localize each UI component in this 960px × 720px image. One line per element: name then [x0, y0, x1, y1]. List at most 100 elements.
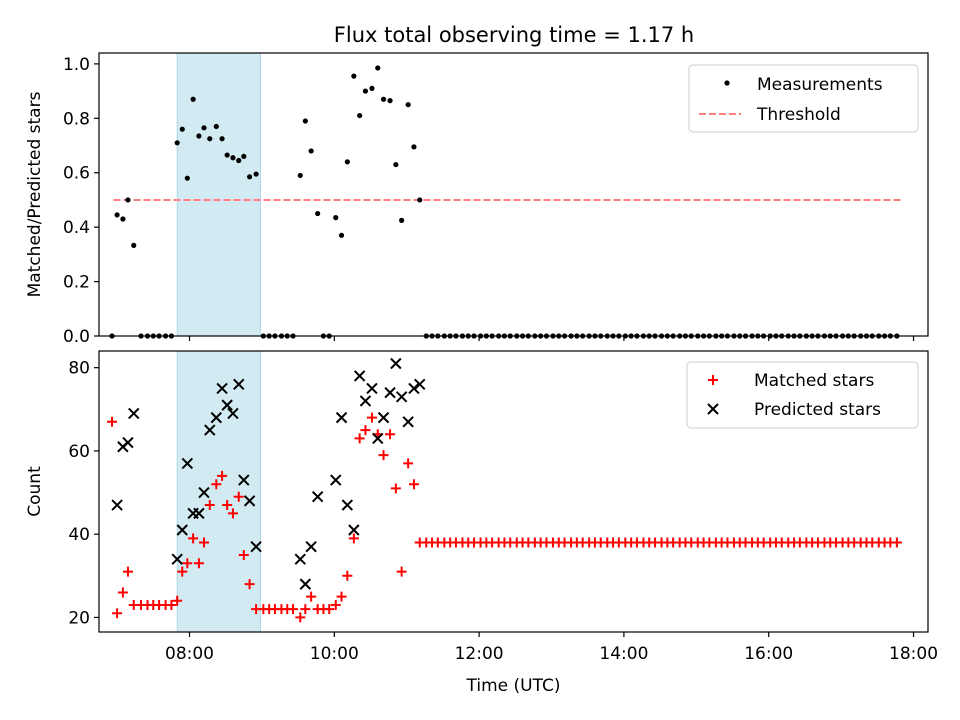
y-tick-label: 0.0	[63, 327, 90, 347]
measurement-point	[213, 123, 219, 130]
measurement-point	[125, 197, 131, 203]
predicted-star-point	[377, 411, 390, 424]
predicted-star-point	[294, 553, 306, 565]
legend-matched-marker	[708, 375, 718, 385]
measurement-point	[241, 153, 247, 160]
predicted-star-point	[359, 395, 372, 407]
predicted-star-point	[348, 524, 360, 536]
y-tick-label: 0.4	[63, 218, 90, 238]
matched-star-point	[182, 558, 193, 569]
y-tick-label: 0.8	[63, 109, 90, 129]
x-tick-label: 10:00	[310, 644, 359, 664]
x-axis-label: Time (UTC)	[466, 676, 561, 696]
matched-star-point	[244, 579, 255, 590]
x-tick-label: 14:00	[599, 644, 648, 664]
y-tick-label: 1.0	[63, 55, 90, 75]
predicted-star-point	[210, 411, 222, 424]
predicted-star-point	[216, 382, 228, 395]
matched-star-point	[233, 491, 244, 502]
measurement-point	[174, 140, 180, 146]
measurement-point	[230, 155, 236, 161]
y-tick-label: 0.2	[63, 273, 90, 293]
axes-frame	[98, 350, 929, 633]
matched-star-point	[360, 425, 371, 436]
predicted-star-point	[238, 474, 250, 486]
measurement-point	[405, 102, 411, 108]
measurement-point	[411, 144, 417, 150]
measurement-point	[246, 174, 253, 180]
measurement-point	[369, 85, 375, 91]
axes-frame	[98, 52, 929, 337]
matched-star-point	[295, 612, 306, 623]
legend-predicted-marker	[707, 403, 719, 415]
measurement-point	[333, 215, 339, 221]
matched-star-point	[204, 500, 215, 511]
predicted-star-point	[414, 378, 426, 391]
legend: Matched stars Predicted stars	[686, 361, 919, 429]
y-tick-label: 80	[68, 359, 90, 379]
predicted-star-point	[122, 436, 134, 449]
matched-star-point	[342, 570, 353, 581]
predicted-star-point	[221, 399, 233, 411]
predicted-star-point	[193, 507, 205, 520]
matched-star-point	[227, 508, 238, 519]
legend-label: Threshold	[756, 105, 841, 125]
measurement-point	[302, 118, 308, 124]
matched-star-point	[891, 537, 902, 548]
measurement-point	[179, 126, 185, 132]
matched-star-point	[354, 433, 365, 444]
legend-box	[686, 361, 919, 429]
matched-star-point	[177, 566, 188, 577]
x-tick-label: 08:00	[165, 644, 214, 664]
legend: Measurements Threshold	[688, 64, 919, 133]
matched-star-point	[112, 608, 123, 619]
measurement-point	[308, 148, 314, 154]
predicted-star-point	[181, 457, 194, 470]
matched-star-point	[288, 604, 299, 615]
predicted-star-point	[384, 386, 396, 399]
matched-star-point	[238, 549, 249, 560]
measurement-point	[184, 175, 190, 181]
matched-star-point	[408, 479, 419, 490]
x-tick-label: 12:00	[455, 644, 504, 664]
matched-star-point	[324, 604, 335, 615]
measurement-point	[387, 98, 393, 104]
predicted-star-point	[176, 524, 188, 536]
y-tick-label: 60	[68, 442, 90, 462]
legend-box	[688, 64, 919, 133]
predicted-star-point	[243, 495, 256, 507]
matched-star-point	[300, 604, 311, 615]
predicted-star-point	[335, 411, 348, 424]
predicted-star-point	[299, 578, 312, 590]
matched-star-point	[336, 591, 347, 602]
predicted-star-point	[111, 499, 123, 511]
legend-measurement-marker	[724, 80, 730, 86]
measurement-point	[253, 171, 259, 177]
series-predicted-stars	[111, 357, 426, 590]
measurement-point	[207, 136, 213, 142]
predicted-star-point	[250, 540, 262, 553]
top-panel-ratio: 0.0 0.2 0.4 0.6 0.8 1.0 Matched/Predicted star…	[25, 52, 929, 347]
x-tick-label: 18:00	[889, 644, 938, 664]
predicted-star-point	[341, 499, 354, 511]
matched-star-point	[188, 533, 199, 544]
matched-star-point	[306, 591, 317, 602]
predicted-star-point	[227, 407, 239, 420]
measurement-point	[362, 88, 369, 94]
measurement-point	[297, 172, 303, 179]
y-tick-label: 40	[68, 525, 90, 545]
measurement-point	[417, 197, 423, 203]
matched-star-point	[378, 450, 389, 461]
y-axis-label: Count	[25, 466, 45, 517]
predicted-star-point	[305, 540, 317, 553]
measurement-point	[224, 152, 230, 158]
matched-star-point	[385, 429, 396, 440]
matched-star-point	[166, 599, 177, 610]
matched-star-point	[390, 483, 401, 494]
predicted-star-point	[408, 382, 420, 395]
measurement-point	[357, 112, 363, 119]
measurement-point	[380, 96, 387, 102]
matched-star-point	[107, 416, 118, 427]
matched-star-point	[117, 587, 128, 598]
